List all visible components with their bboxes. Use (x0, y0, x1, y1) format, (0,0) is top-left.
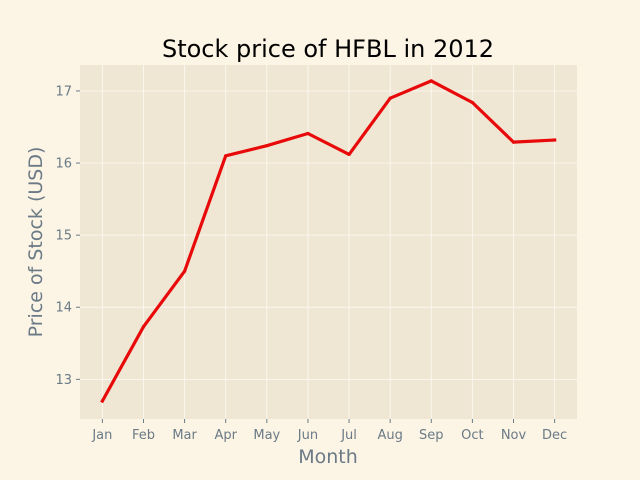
x-tick-label: Feb (132, 428, 155, 443)
plot-area (80, 65, 577, 419)
data-point (553, 138, 556, 141)
y-tick-label: 15 (55, 229, 72, 244)
y-tick-label: 16 (55, 157, 72, 172)
data-point (142, 325, 145, 328)
y-tick-label: 14 (55, 301, 72, 316)
x-tick-label: Dec (542, 428, 567, 443)
data-point (512, 141, 515, 144)
data-point (224, 154, 227, 157)
x-tick-label: Apr (214, 428, 237, 443)
x-tick-label: Sep (419, 428, 444, 443)
data-point (471, 101, 474, 104)
x-tick-label: Aug (377, 428, 402, 443)
y-axis-ticks: 13 14 15 16 17 (55, 84, 80, 387)
x-axis-ticks: Jan Feb Mar Apr May Jun Jul Aug Sep Oct Nov Dec (91, 419, 567, 443)
chart-title: Stock price of HFBL in 2012 (162, 35, 494, 63)
y-tick-label: 17 (55, 84, 72, 99)
data-point (306, 132, 309, 135)
data-point (183, 270, 186, 273)
x-tick-label: Jun (297, 428, 318, 443)
data-point (265, 144, 268, 147)
data-point (430, 79, 433, 82)
data-point (347, 153, 350, 156)
x-tick-label: Jan (91, 428, 112, 443)
x-tick-label: Jul (340, 428, 357, 443)
x-tick-label: Mar (172, 428, 197, 443)
x-tick-label: May (253, 428, 280, 443)
y-tick-label: 13 (55, 373, 72, 388)
x-axis-label: Month (298, 446, 358, 468)
y-axis-label: Price of Stock (USD) (25, 147, 47, 338)
data-point (101, 399, 104, 402)
x-tick-label: Nov (501, 428, 527, 443)
x-tick-label: Oct (461, 428, 483, 443)
data-point (389, 97, 392, 100)
